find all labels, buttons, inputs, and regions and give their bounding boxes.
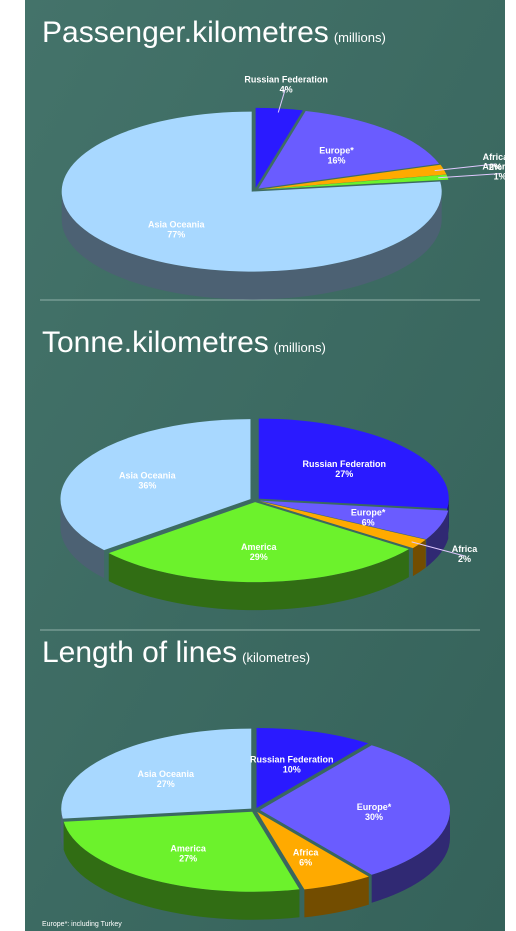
- slice-label: Europe*: [319, 145, 354, 155]
- footnote: Europe*: including Turkey: [42, 921, 122, 928]
- slice-label: America: [170, 843, 207, 853]
- slice-label: Europe*: [357, 802, 392, 812]
- slice-value: 1%: [494, 172, 507, 182]
- title-text: Tonne.kilometres: [42, 326, 269, 359]
- slice-side: [371, 810, 450, 903]
- slice: [258, 418, 449, 509]
- slice: [259, 500, 449, 540]
- slice-value: 6%: [299, 857, 312, 867]
- slice: [257, 811, 369, 890]
- slice: [60, 419, 251, 551]
- slice-value: 4%: [280, 84, 293, 94]
- slice-value: 36%: [138, 481, 156, 491]
- slice-value: 30%: [365, 812, 383, 822]
- slice-label: Africa: [483, 152, 510, 162]
- slice: [259, 501, 426, 549]
- leader-line: [277, 86, 287, 113]
- slice-value: 6%: [362, 517, 375, 527]
- slice: [260, 745, 451, 875]
- slice: [108, 502, 409, 583]
- slice-value: 10%: [283, 764, 301, 774]
- slice-value: 27%: [157, 779, 175, 789]
- slice-side: [108, 549, 409, 611]
- slice-value: 2%: [458, 554, 471, 564]
- slice-label: America: [482, 162, 516, 172]
- slice: [255, 107, 303, 188]
- leader-line: [438, 173, 501, 179]
- slice-value: 27%: [335, 469, 353, 479]
- slice-side: [304, 876, 369, 918]
- slice-label: Asia Oceania: [119, 471, 177, 481]
- slice-label: Asia Oceania: [137, 769, 195, 779]
- slice-label: Russian Federation: [244, 74, 328, 84]
- slice: [61, 728, 252, 819]
- subtitle-text: (millions): [334, 30, 386, 45]
- slice-side: [63, 821, 300, 920]
- slice: [258, 110, 440, 189]
- slice-label: Russian Federation: [250, 754, 334, 764]
- chart-title: Length of lines (kilometres): [42, 636, 310, 669]
- title-text: Length of lines: [42, 636, 237, 669]
- slice-value: 29%: [250, 552, 268, 562]
- slice-side: [61, 808, 63, 847]
- slice-label: Africa: [452, 544, 479, 554]
- slice: [63, 811, 300, 892]
- leader-line: [411, 541, 465, 557]
- slice-label: Africa: [293, 847, 320, 857]
- slice: [61, 111, 442, 272]
- slice-side: [426, 510, 449, 568]
- subtitle-text: (kilometres): [242, 650, 310, 665]
- chart-title: Tonne.kilometres (millions): [42, 326, 326, 359]
- slice-side: [60, 499, 105, 579]
- slice-label: America: [241, 542, 278, 552]
- slice-value: 2%: [489, 162, 502, 172]
- slice: [256, 727, 369, 808]
- slice: [259, 174, 449, 190]
- slice-value: 27%: [179, 853, 197, 863]
- slice: [259, 164, 447, 190]
- slice-label: Asia Oceania: [148, 220, 206, 230]
- slice-label: Russian Federation: [302, 459, 386, 469]
- slice-value: 16%: [327, 155, 345, 165]
- chart-title: Passenger.kilometres (millions): [42, 16, 386, 49]
- title-text: Passenger.kilometres: [42, 16, 329, 49]
- slice-label: Europe*: [351, 507, 386, 517]
- slice-value: 77%: [167, 230, 185, 240]
- slice-side: [61, 191, 442, 300]
- subtitle-text: (millions): [274, 340, 326, 355]
- slice-side: [412, 539, 426, 577]
- leader-line: [434, 163, 496, 172]
